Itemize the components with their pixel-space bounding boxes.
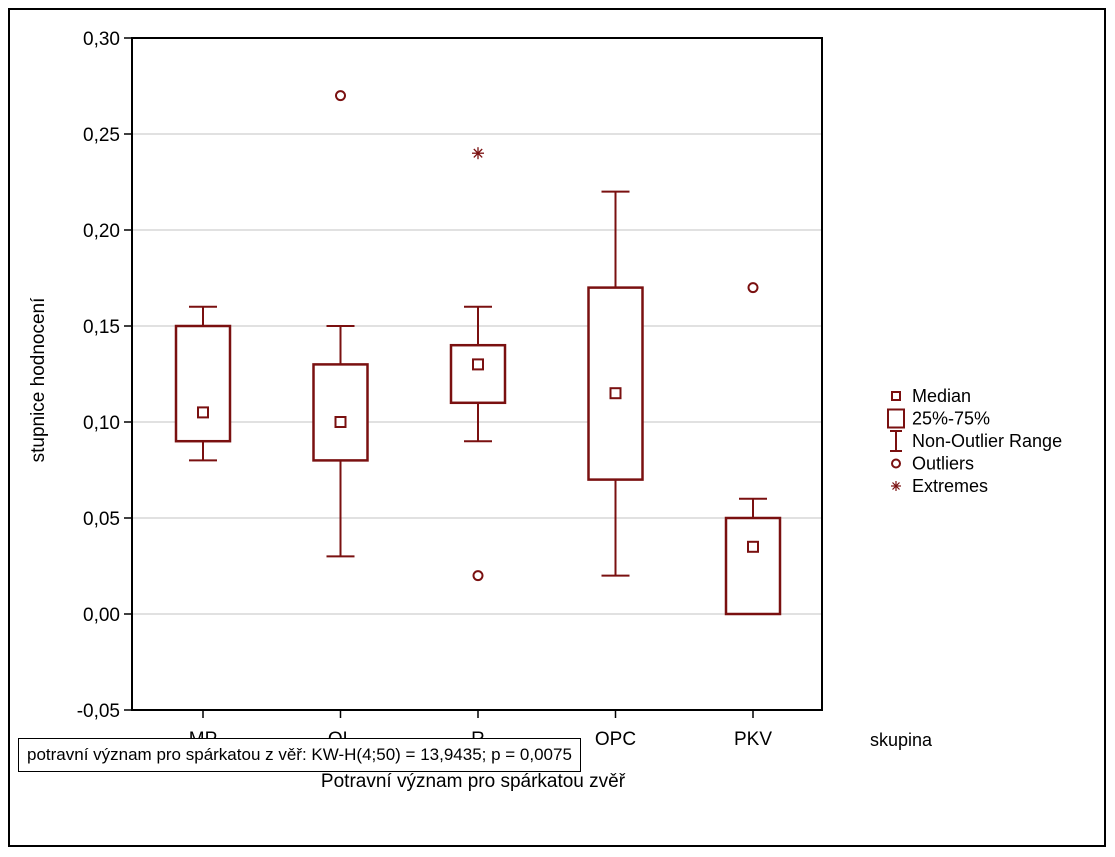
y-tick-label: 0,10 [83, 413, 120, 434]
legend-label: Extremes [912, 476, 988, 496]
legend-box-icon [887, 408, 905, 429]
y-tick-label: 0,30 [83, 29, 120, 50]
box-r [449, 147, 507, 582]
median-marker [197, 406, 209, 419]
y-axis-ticks: -0,05 0,00 0,05 0,10 0,15 0,20 0,25 0,30 [77, 29, 132, 722]
boxes [174, 90, 782, 616]
legend-item: Non-Outlier Range [890, 430, 1062, 452]
x-tick-label: PKV [734, 729, 772, 750]
legend: Median 25%-75%Non-Outlier Range OutliersEx… [887, 386, 1062, 496]
y-tick-label: 0,20 [83, 221, 120, 242]
y-tick-label: 0,15 [83, 317, 120, 338]
median-marker [609, 387, 622, 400]
legend-label: Outliers [912, 454, 974, 474]
y-tick-label: 0,00 [83, 605, 120, 626]
box-pkv [724, 282, 782, 616]
legend-label: Median [912, 386, 971, 406]
y-tick-label: 0,05 [83, 509, 120, 530]
iqr-box [312, 363, 369, 462]
y-tick-label: 0,25 [83, 125, 120, 146]
median-marker [747, 540, 759, 553]
kruskal-wallis-annotation: potravní význam pro spárkatou z věř: KW-… [18, 738, 581, 772]
legend-item: Outliers [891, 454, 974, 474]
box-ol [312, 90, 369, 558]
x-axis-label: Potravní význam pro spárkatou zvěř [321, 771, 626, 792]
legend-item: Median [891, 386, 971, 406]
median-marker [334, 416, 347, 428]
legend-label: Non-Outlier Range [912, 431, 1062, 451]
plot-area [131, 37, 823, 711]
extreme-stroke [473, 148, 483, 158]
outlier-point [335, 90, 346, 102]
box-opc [587, 190, 644, 577]
iqr-box [449, 343, 507, 405]
legend-median-icon [891, 391, 901, 401]
box-mp [174, 305, 232, 462]
outlier-point [472, 570, 484, 582]
outlier-point [747, 282, 759, 294]
legend-outlier-icon [891, 458, 901, 469]
y-axis-label: stupnice hodnocení [28, 297, 49, 463]
legend-extreme-icon [891, 481, 901, 491]
x-variable-label: skupina [870, 730, 933, 750]
iqr-box [587, 286, 644, 481]
y-tick-label: -0,05 [77, 701, 120, 722]
legend-item: 25%-75% [887, 408, 990, 429]
median-marker [472, 358, 484, 371]
legend-label: 25%-75% [912, 409, 990, 429]
x-tick-label: OPC [595, 729, 636, 750]
extreme-point [472, 147, 484, 160]
extreme-stroke [892, 482, 900, 490]
iqr-box [724, 516, 782, 616]
legend-item: Extremes [891, 476, 988, 496]
iqr-box [174, 324, 232, 443]
grid-lines [132, 133, 822, 615]
